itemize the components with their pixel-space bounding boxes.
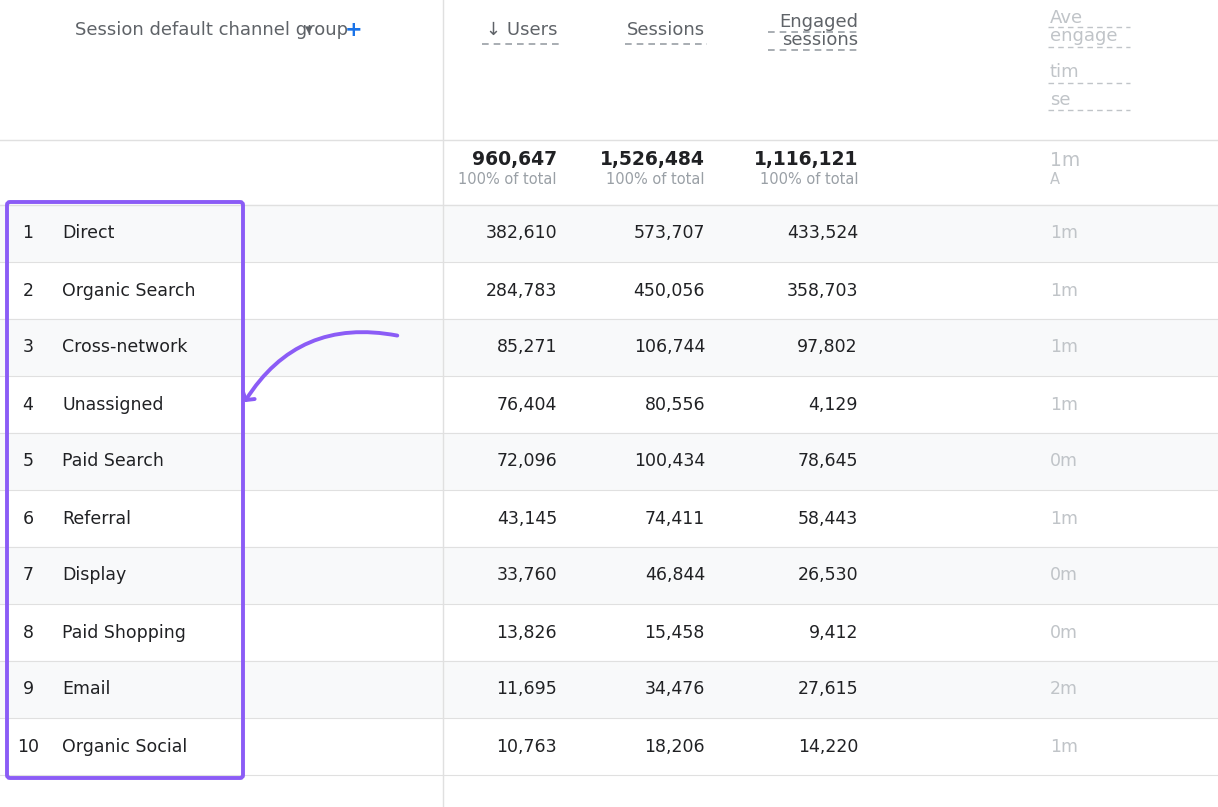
Text: 80,556: 80,556 bbox=[644, 395, 705, 413]
Text: 100,434: 100,434 bbox=[633, 453, 705, 470]
Text: 13,826: 13,826 bbox=[497, 624, 557, 642]
Text: 27,615: 27,615 bbox=[798, 680, 857, 699]
Text: 1,526,484: 1,526,484 bbox=[600, 150, 705, 169]
Text: 26,530: 26,530 bbox=[798, 567, 857, 584]
Text: +: + bbox=[345, 20, 363, 40]
Text: 6: 6 bbox=[22, 509, 34, 528]
Text: Paid Shopping: Paid Shopping bbox=[62, 624, 186, 642]
Text: 10: 10 bbox=[17, 738, 39, 755]
Text: 0m: 0m bbox=[1050, 624, 1078, 642]
Text: engage: engage bbox=[1050, 27, 1117, 45]
Text: 284,783: 284,783 bbox=[486, 282, 557, 299]
Bar bbox=[0, 319, 1218, 376]
Bar bbox=[0, 604, 1218, 661]
Bar bbox=[0, 661, 1218, 718]
Text: 100% of total: 100% of total bbox=[760, 173, 857, 187]
Text: 9: 9 bbox=[22, 680, 34, 699]
Text: Unassigned: Unassigned bbox=[62, 395, 163, 413]
Text: 58,443: 58,443 bbox=[798, 509, 857, 528]
Text: 5: 5 bbox=[22, 453, 34, 470]
Text: 10,763: 10,763 bbox=[497, 738, 557, 755]
Bar bbox=[0, 205, 1218, 262]
Text: 1m: 1m bbox=[1050, 224, 1078, 242]
Text: 74,411: 74,411 bbox=[644, 509, 705, 528]
Text: 15,458: 15,458 bbox=[644, 624, 705, 642]
Text: 573,707: 573,707 bbox=[633, 224, 705, 242]
Bar bbox=[0, 376, 1218, 433]
Text: 18,206: 18,206 bbox=[644, 738, 705, 755]
Text: 2m: 2m bbox=[1050, 680, 1078, 699]
Text: 1m: 1m bbox=[1050, 150, 1080, 169]
Text: 14,220: 14,220 bbox=[798, 738, 857, 755]
Text: 1m: 1m bbox=[1050, 282, 1078, 299]
Text: Sessions: Sessions bbox=[627, 21, 705, 39]
Bar bbox=[0, 262, 1218, 319]
Text: 1: 1 bbox=[22, 224, 34, 242]
Text: Email: Email bbox=[62, 680, 111, 699]
Text: 382,610: 382,610 bbox=[486, 224, 557, 242]
Text: 1m: 1m bbox=[1050, 738, 1078, 755]
Text: 1m: 1m bbox=[1050, 395, 1078, 413]
Bar bbox=[0, 433, 1218, 490]
Text: 100% of total: 100% of total bbox=[458, 173, 557, 187]
Text: 33,760: 33,760 bbox=[497, 567, 557, 584]
Bar bbox=[0, 547, 1218, 604]
Text: 11,695: 11,695 bbox=[496, 680, 557, 699]
Text: sessions: sessions bbox=[782, 31, 857, 49]
Text: Display: Display bbox=[62, 567, 127, 584]
Text: 100% of total: 100% of total bbox=[607, 173, 705, 187]
Text: 433,524: 433,524 bbox=[787, 224, 857, 242]
Text: 97,802: 97,802 bbox=[798, 338, 857, 357]
Text: 2: 2 bbox=[22, 282, 34, 299]
Text: 78,645: 78,645 bbox=[798, 453, 857, 470]
Text: Paid Search: Paid Search bbox=[62, 453, 164, 470]
Text: Ave: Ave bbox=[1050, 9, 1083, 27]
Text: 4: 4 bbox=[23, 395, 33, 413]
Text: ↓ Users: ↓ Users bbox=[486, 21, 557, 39]
Text: 106,744: 106,744 bbox=[633, 338, 705, 357]
Text: Session default channel group: Session default channel group bbox=[76, 21, 348, 39]
Text: 43,145: 43,145 bbox=[497, 509, 557, 528]
Text: 72,096: 72,096 bbox=[496, 453, 557, 470]
Text: Organic Social: Organic Social bbox=[62, 738, 188, 755]
Text: Engaged: Engaged bbox=[780, 13, 857, 31]
Text: 46,844: 46,844 bbox=[644, 567, 705, 584]
Text: 7: 7 bbox=[22, 567, 34, 584]
Text: 76,404: 76,404 bbox=[497, 395, 557, 413]
Text: 34,476: 34,476 bbox=[644, 680, 705, 699]
Text: 4,129: 4,129 bbox=[809, 395, 857, 413]
Text: 9,412: 9,412 bbox=[809, 624, 857, 642]
Bar bbox=[0, 490, 1218, 547]
Text: ▾: ▾ bbox=[304, 23, 313, 37]
Text: 450,056: 450,056 bbox=[633, 282, 705, 299]
Text: Direct: Direct bbox=[62, 224, 114, 242]
Bar bbox=[0, 718, 1218, 775]
Text: 1m: 1m bbox=[1050, 338, 1078, 357]
Text: 85,271: 85,271 bbox=[497, 338, 557, 357]
Text: 3: 3 bbox=[22, 338, 34, 357]
Text: 8: 8 bbox=[22, 624, 34, 642]
Text: 0m: 0m bbox=[1050, 453, 1078, 470]
Text: 1,116,121: 1,116,121 bbox=[754, 150, 857, 169]
Text: Referral: Referral bbox=[62, 509, 132, 528]
Text: 960,647: 960,647 bbox=[471, 150, 557, 169]
Text: Cross-network: Cross-network bbox=[62, 338, 188, 357]
Text: 358,703: 358,703 bbox=[787, 282, 857, 299]
Text: A: A bbox=[1050, 173, 1060, 187]
Text: 1m: 1m bbox=[1050, 509, 1078, 528]
Text: Organic Search: Organic Search bbox=[62, 282, 196, 299]
Text: se: se bbox=[1050, 91, 1071, 109]
Text: tim: tim bbox=[1050, 63, 1079, 81]
Text: 0m: 0m bbox=[1050, 567, 1078, 584]
